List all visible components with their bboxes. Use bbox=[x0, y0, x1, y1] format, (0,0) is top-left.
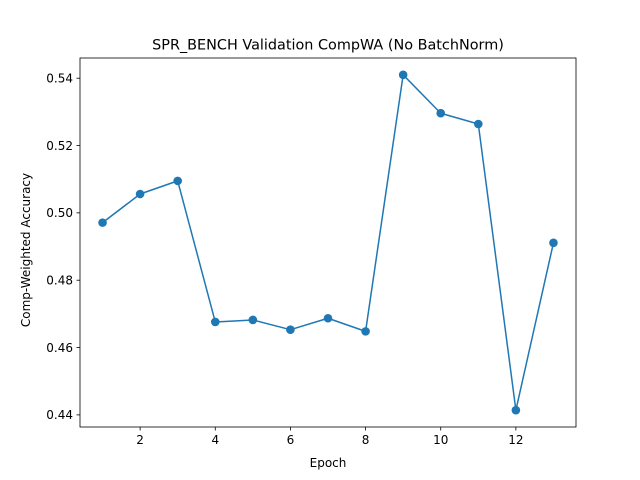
x-tick-label: 10 bbox=[433, 433, 448, 447]
y-tick-label: 0.44 bbox=[46, 408, 73, 422]
y-tick-label: 0.48 bbox=[46, 274, 73, 288]
axes-frame bbox=[79, 57, 577, 428]
y-tick-label: 0.50 bbox=[46, 206, 73, 220]
data-point bbox=[436, 108, 446, 118]
data-point bbox=[248, 315, 258, 325]
data-point bbox=[98, 218, 107, 227]
x-tick-label: 4 bbox=[211, 433, 219, 447]
y-tick-label: 0.54 bbox=[46, 72, 73, 86]
y-tick-label: 0.46 bbox=[46, 341, 73, 355]
x-tick-label: 2 bbox=[136, 433, 144, 447]
plot-area: 2 4 6 8 10 12 0.44 0.46 0.48 0.50 0.52 0.54 bbox=[46, 57, 577, 447]
data-point bbox=[173, 176, 182, 186]
x-tick-label: 8 bbox=[362, 433, 370, 447]
data-point bbox=[323, 313, 333, 323]
data-point bbox=[474, 119, 483, 129]
y-axis-label: Comp-Weighted Accuracy bbox=[19, 173, 33, 327]
x-tick-label: 6 bbox=[287, 433, 295, 447]
data-point bbox=[398, 70, 408, 80]
x-axis-label: Epoch bbox=[310, 456, 347, 470]
data-point bbox=[286, 325, 295, 334]
data-point bbox=[135, 189, 145, 199]
chart-title: SPR_BENCH Validation CompWA (No BatchNor… bbox=[152, 38, 504, 54]
data-point bbox=[549, 238, 558, 248]
data-point bbox=[210, 317, 220, 327]
data-point bbox=[511, 405, 521, 415]
y-tick-label: 0.52 bbox=[46, 139, 73, 153]
x-tick-label: 12 bbox=[508, 433, 523, 447]
data-point bbox=[361, 327, 370, 336]
